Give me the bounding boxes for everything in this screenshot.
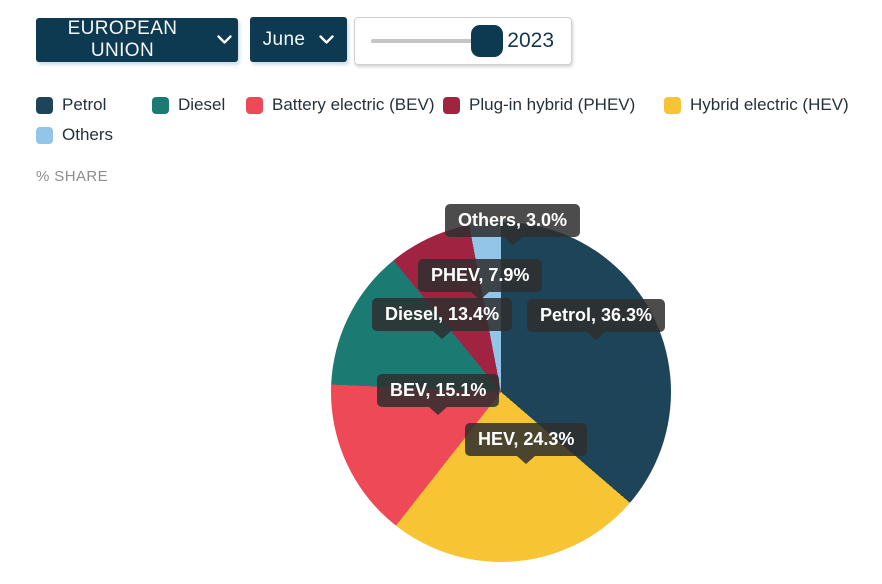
chevron-down-icon (319, 29, 335, 51)
year-slider-thumb[interactable] (471, 25, 503, 57)
axis-unit-label: % SHARE (36, 168, 108, 185)
legend-swatch-bev (246, 96, 263, 114)
callout-bev: BEV, 15.1% (377, 374, 500, 407)
legend-item-bev: Battery electric (BEV) (246, 95, 435, 114)
region-dropdown-label: EUROPEAN UNION (67, 18, 178, 61)
legend-label: Plug-in hybrid (PHEV) (469, 95, 636, 114)
legend-swatch-hev (664, 96, 681, 114)
legend-item-others: Others (36, 125, 114, 144)
year-slider-value: 2023 (507, 29, 554, 52)
legend-item-petrol: Petrol (36, 95, 107, 114)
callout-diesel: Diesel, 13.4% (372, 298, 513, 331)
callout-others: Others, 3.0% (445, 204, 581, 237)
callout-petrol: Petrol, 36.3% (527, 299, 666, 332)
chevron-down-icon (217, 29, 232, 51)
year-slider-track[interactable] (371, 39, 501, 43)
month-dropdown[interactable]: June (250, 17, 347, 62)
legend-item-phev: Plug-in hybrid (PHEV) (443, 95, 636, 114)
legend-label: Diesel (178, 95, 226, 114)
year-slider: 2023 (354, 17, 572, 65)
month-dropdown-label: June (262, 28, 306, 50)
callout-phev: PHEV, 7.9% (418, 259, 543, 292)
legend-label: Battery electric (BEV) (272, 95, 435, 114)
legend-label: Others (62, 125, 114, 144)
region-dropdown[interactable]: EUROPEAN UNION (36, 18, 238, 62)
callout-hev: HEV, 24.3% (465, 423, 588, 456)
legend-item-hev: Hybrid electric (HEV) (664, 95, 849, 114)
legend-item-diesel: Diesel (152, 95, 226, 114)
legend-swatch-diesel (152, 96, 169, 114)
legend-label: Hybrid electric (HEV) (690, 95, 849, 114)
legend-swatch-phev (443, 96, 460, 114)
legend-label: Petrol (62, 95, 107, 114)
legend-swatch-others (36, 126, 53, 144)
legend-swatch-petrol (36, 96, 53, 114)
